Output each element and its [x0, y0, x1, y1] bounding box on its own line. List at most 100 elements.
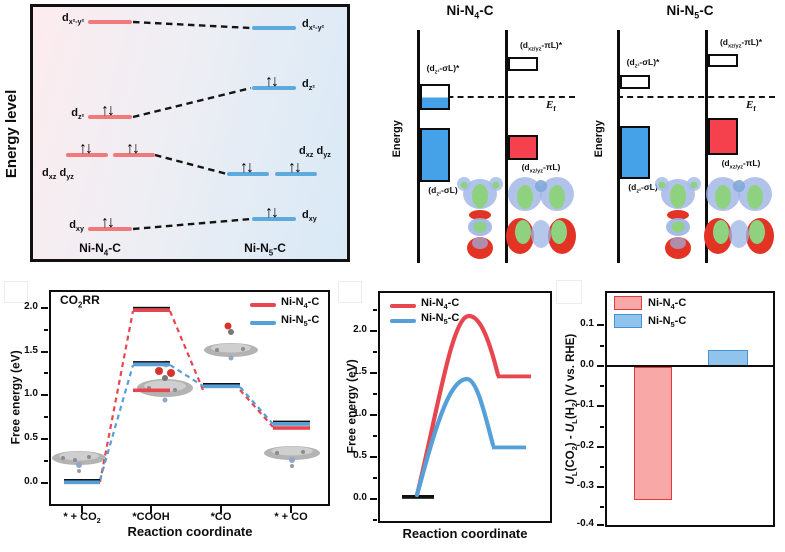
panel-label-placeholder: [556, 280, 582, 304]
orbital-label-dz2-right: dz²: [302, 78, 315, 93]
sigma-bonding-box: [620, 126, 650, 179]
orbital-panel-ylabel: Energy level: [3, 89, 21, 179]
pi-bonding-label: (dxz/yz-πL): [521, 162, 561, 175]
y-minor-tick: [600, 506, 604, 508]
orbital-isosurfaces-nin5c: [655, 177, 774, 259]
state-final-red: [273, 426, 310, 430]
electron-pair-icon: ↑↓: [101, 214, 115, 231]
y-tick-label: 0.0: [580, 359, 594, 370]
legend-label-nin4c: Ni-N4-C: [281, 296, 320, 311]
y-tick: [41, 438, 48, 440]
y-minor-tick: [44, 329, 48, 331]
orbital-column-label-nin5c: Ni-N5-C: [244, 241, 286, 258]
electron-pair-icon: ↑↓: [288, 159, 302, 176]
red-dashed-connectors: [98, 310, 274, 483]
y-tick-label: 0.5: [353, 450, 367, 461]
curves-plot-content: [402, 313, 531, 499]
y-minor-tick: [600, 385, 604, 387]
y-tick: [41, 482, 48, 484]
state-start-blue: [64, 480, 100, 485]
legend-label-nin5c: Ni-N5-C: [281, 314, 320, 329]
sigma-antibonding-label: (dz²-σL)*: [426, 63, 460, 76]
pi-bonding-label: (dxz/yz-πL): [721, 158, 761, 171]
blue-dashed-connectors: [98, 364, 274, 481]
orbital-column-label-nin4c: Ni-N4-C: [79, 241, 121, 258]
level-dyz-left: [113, 153, 155, 157]
y-minor-tick: [373, 477, 377, 479]
y-tick-label: -0.3: [576, 480, 594, 491]
orbital-label-dxy-left: dxy: [69, 219, 84, 234]
fermi-level-dashed-line: [417, 96, 575, 98]
y-minor-tick: [600, 466, 604, 468]
y-tick-label: -0.4: [576, 518, 594, 529]
x-tick-label-cooh: *COOH: [132, 511, 170, 523]
y-tick: [597, 446, 604, 448]
dpi-orbital-isosurface: [506, 177, 576, 254]
dashed-connector-lines: [132, 20, 252, 231]
sigma-bonding-box: [420, 128, 450, 182]
legend-swatch-pink: [614, 296, 642, 310]
orbital-label-dxzdyz-right: dxz dyz: [299, 145, 331, 160]
band-left-axis: [417, 30, 420, 263]
fermi-level-label: Ef: [746, 99, 756, 114]
bars-plot-box: [605, 291, 775, 527]
state-cooh-red: [133, 308, 170, 312]
band-ylabel-energy: Energy: [593, 120, 606, 158]
curves-xlabel: Reaction coordinate: [402, 526, 528, 541]
y-tick: [597, 486, 604, 488]
fermi-level-label: Ef: [546, 99, 556, 114]
orbital-label-dxzdyz-left: dxz dyz: [42, 167, 74, 182]
y-tick: [41, 394, 48, 396]
y-minor-tick: [600, 426, 604, 428]
co2rr-plot-content: [52, 306, 320, 485]
electron-pair-icon: ↑↓: [101, 102, 115, 119]
state-co-blue: [203, 384, 240, 389]
level-dxy-right: [252, 217, 296, 221]
x-tick-label-co: *CO: [210, 511, 232, 523]
pi-bonding-box: [708, 118, 738, 155]
pi-antibonding-label: (dxz/yz-πL)*: [519, 40, 563, 53]
blue-energy-curve: [414, 376, 496, 498]
co2rr-plot-box: [49, 290, 330, 506]
legend-line-blue: [250, 321, 276, 325]
y-minor-tick: [600, 345, 604, 347]
molecule-inset-cooh: [137, 360, 193, 403]
x-tick: [290, 506, 292, 513]
y-tick: [597, 524, 604, 526]
level-dz2-left: [88, 115, 132, 119]
legend-line-blue: [390, 319, 416, 323]
y-tick: [370, 414, 377, 416]
sigma-antibonding-label: (dz²-σL)*: [626, 57, 660, 70]
y-tick-label: 2.0: [353, 324, 367, 335]
y-tick: [597, 405, 604, 407]
y-minor-tick: [373, 393, 377, 395]
x-tick: [150, 506, 152, 513]
y-tick: [370, 372, 377, 374]
energy-state-bars: [64, 306, 310, 485]
curves-plot-box: [378, 291, 552, 523]
legend-label-nin4c: Ni-N4-C: [648, 297, 687, 312]
level-dx2y2-right: [252, 26, 296, 30]
y-minor-tick: [373, 351, 377, 353]
start-state-bar: [402, 495, 434, 499]
orbital-label-dx2y2-right: dx²-y²: [302, 18, 325, 33]
level-dxy-left: [88, 227, 132, 231]
dz2-orbital-isosurface: [655, 177, 701, 259]
y-tick: [370, 330, 377, 332]
y-minor-tick: [44, 416, 48, 418]
blue-final-state-bar: [492, 445, 526, 450]
band-ylabel-energy: Energy: [391, 120, 404, 158]
band-right-axis: [505, 30, 508, 263]
level-dxz-left: [66, 153, 108, 157]
state-cooh-blue: [133, 362, 170, 367]
dpi-orbital-isosurface: [704, 177, 774, 254]
orbital-label-dx2y2-left: dx²-y²: [61, 12, 84, 27]
x-tick: [220, 506, 222, 513]
pi-bonding-box: [508, 135, 538, 160]
dz2-orbital-isosurface: [457, 177, 503, 259]
electron-pair-icon: ↑↓: [265, 204, 279, 221]
y-minor-tick: [44, 460, 48, 462]
bar-nin4c-negative: [634, 366, 672, 500]
y-minor-tick: [373, 435, 377, 437]
